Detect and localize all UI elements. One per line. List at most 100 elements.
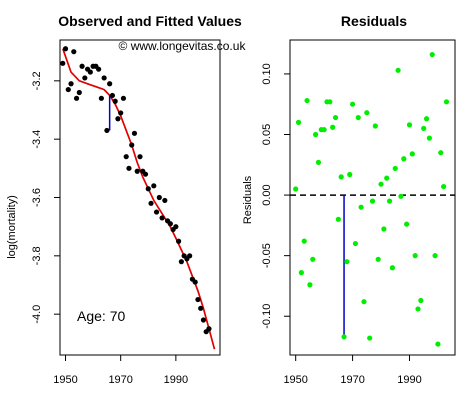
data-point <box>358 204 364 210</box>
left-y-axis: -3.2 -3.4 -3.6 -3.8 -4.0 <box>31 71 60 324</box>
data-point <box>406 122 413 128</box>
data-point <box>107 81 113 87</box>
data-point <box>104 127 110 134</box>
data-point <box>401 156 407 162</box>
y-tick-label: -3.6 <box>31 188 43 207</box>
data-point <box>187 253 193 259</box>
data-point <box>118 110 124 116</box>
y-tick-label: 0.05 <box>261 124 273 145</box>
data-point <box>418 297 424 304</box>
data-point <box>364 110 370 116</box>
data-point <box>389 265 396 271</box>
data-point <box>123 154 129 160</box>
data-point <box>307 282 313 288</box>
data-point <box>129 142 135 148</box>
data-point <box>109 92 116 99</box>
data-point <box>415 306 421 312</box>
data-point <box>361 299 367 305</box>
data-point <box>198 305 204 311</box>
right-plot-box <box>289 39 456 356</box>
data-point <box>327 99 333 105</box>
y-tick-label: 0.10 <box>261 63 273 84</box>
data-point <box>112 98 118 104</box>
data-point <box>426 135 432 141</box>
data-point <box>62 46 69 52</box>
data-point <box>200 317 207 323</box>
data-point <box>115 116 121 122</box>
age-annotation: Age: 70 <box>77 308 125 324</box>
left-y-axis-label: log(mortality) <box>6 195 18 259</box>
data-point <box>148 200 154 206</box>
data-point <box>423 116 430 122</box>
data-point <box>378 181 384 187</box>
data-point <box>349 101 356 107</box>
data-point <box>435 341 441 347</box>
data-point <box>347 171 353 178</box>
data-point <box>134 168 140 174</box>
data-point <box>153 209 160 215</box>
data-point <box>126 165 132 171</box>
data-point <box>206 326 212 332</box>
y-tick-label: -3.2 <box>31 71 43 90</box>
data-point <box>409 151 415 157</box>
data-point <box>301 238 307 244</box>
data-point <box>332 114 339 121</box>
observed-fitted-panel: Observed and Fitted Values © www.longevi… <box>6 13 246 386</box>
data-point <box>372 123 378 129</box>
data-point <box>432 253 438 259</box>
data-point <box>71 49 77 55</box>
data-point <box>330 124 336 130</box>
data-point <box>384 175 390 181</box>
data-point <box>304 97 310 104</box>
right-y-axis-label: Residuals <box>242 175 254 224</box>
x-tick-label: 1950 <box>283 374 307 386</box>
data-point <box>98 95 104 101</box>
credit-text: © www.longevitas.co.uk <box>119 39 247 53</box>
data-point <box>151 183 157 189</box>
data-point <box>73 95 80 101</box>
data-point <box>82 75 88 81</box>
data-point <box>131 130 138 136</box>
data-point <box>429 51 435 58</box>
data-point <box>341 334 347 340</box>
data-point <box>344 259 350 265</box>
data-point <box>101 75 107 81</box>
data-point <box>145 186 151 192</box>
data-point <box>338 174 344 180</box>
residuals-panel: Residuals Residuals 1950 1970 1990 0.10 0.0… <box>242 13 456 386</box>
data-point <box>159 215 165 221</box>
data-point <box>352 240 359 247</box>
data-point <box>195 296 201 303</box>
data-point <box>375 256 381 262</box>
left-chart-title: Observed and Fitted Values <box>58 13 242 29</box>
data-point <box>412 253 418 259</box>
right-x-axis: 1950 1970 1990 <box>283 355 422 386</box>
y-tick-label: -0.05 <box>261 243 273 268</box>
data-point <box>381 226 387 232</box>
data-point <box>298 270 304 276</box>
data-point <box>441 183 447 190</box>
y-tick-label: -3.4 <box>31 130 43 149</box>
data-point <box>167 221 173 227</box>
x-tick-label: 1990 <box>164 374 188 386</box>
data-point <box>395 67 401 73</box>
right-y-axis: 0.10 0.05 0.00 -0.05 -0.10 <box>261 63 290 329</box>
data-point <box>369 198 376 204</box>
data-point <box>176 238 182 244</box>
data-point <box>162 197 168 204</box>
data-point <box>192 279 198 285</box>
data-point <box>178 259 184 265</box>
data-point <box>120 95 127 101</box>
data-point <box>87 69 93 75</box>
fitted-line <box>61 48 216 350</box>
x-tick-label: 1950 <box>53 374 77 386</box>
data-point <box>367 335 373 341</box>
data-point <box>156 194 162 201</box>
x-tick-label: 1990 <box>397 374 421 386</box>
data-point <box>386 198 393 204</box>
data-point <box>313 131 319 138</box>
data-point <box>137 154 143 160</box>
data-point <box>65 86 71 93</box>
data-point <box>335 216 341 222</box>
